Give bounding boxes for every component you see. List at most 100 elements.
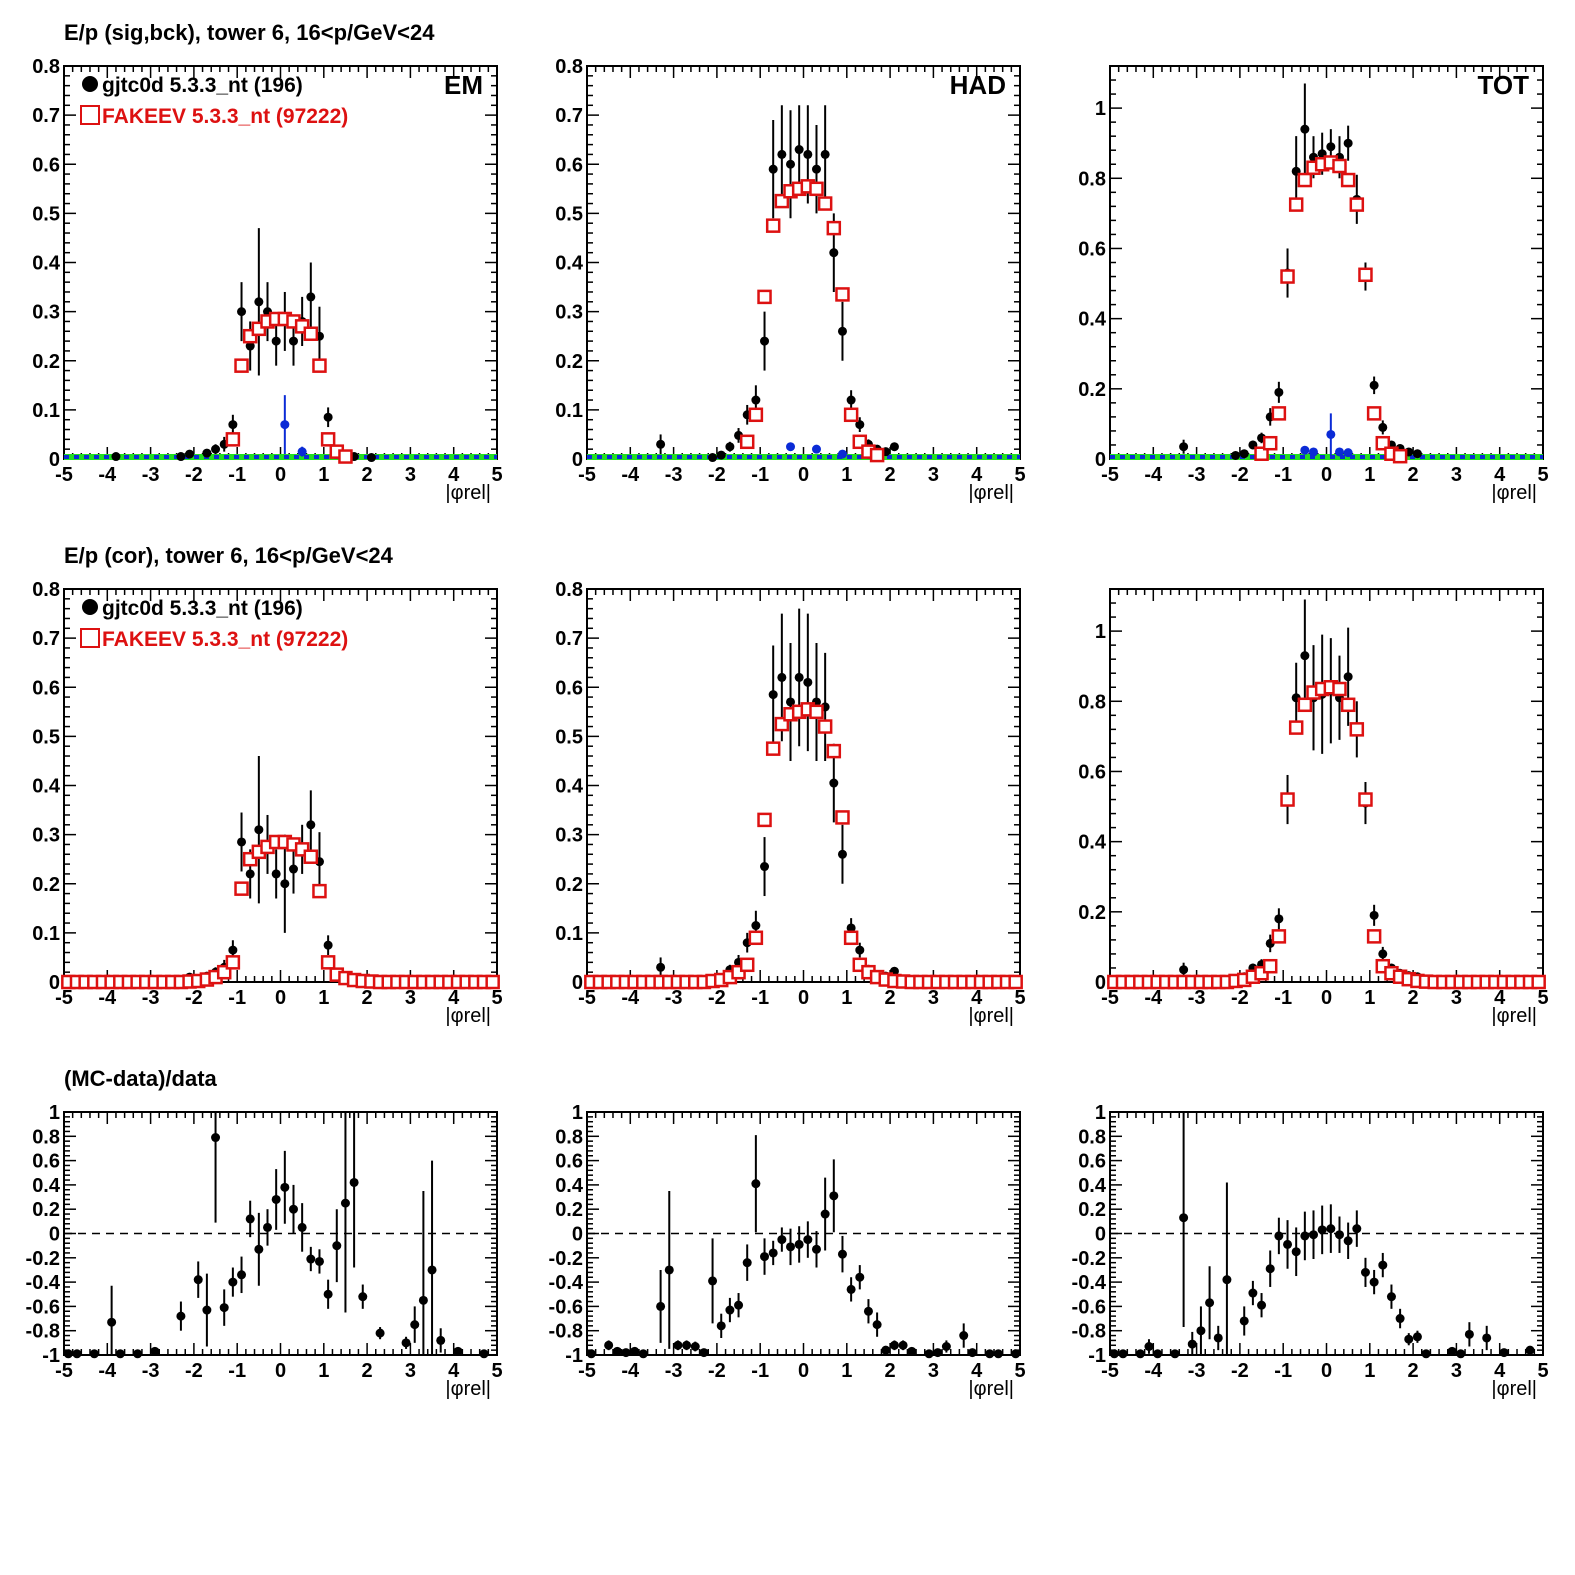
x-tick-label: -1 (751, 987, 769, 1009)
x-tick-label: 3 (1451, 1360, 1462, 1382)
y-tick-label: 0.6 (1078, 1151, 1106, 1173)
data-marker (436, 1335, 446, 1345)
y-tick-label: 0.3 (32, 825, 60, 847)
x-tick-label: -1 (228, 464, 246, 486)
y-tick-label: 0.1 (555, 923, 583, 945)
data-marker (254, 825, 264, 835)
mc-marker (1280, 792, 1295, 807)
y-tick-label: 0.2 (32, 351, 60, 373)
data-marker (760, 1252, 770, 1262)
data-marker (638, 1349, 648, 1359)
data-marker (323, 1289, 333, 1299)
data-marker (760, 336, 770, 346)
x-tick-label: -4 (98, 987, 117, 1009)
legend-mc-marker (80, 105, 100, 125)
data-marker (1412, 1332, 1422, 1342)
background-marker (811, 444, 821, 454)
data-marker (1464, 1329, 1474, 1339)
data-marker (297, 1222, 307, 1232)
data-marker (1482, 1333, 1492, 1343)
data-marker (768, 164, 778, 174)
y-tick-label: 1 (49, 1102, 60, 1124)
y-tick-label: 0.7 (555, 628, 583, 650)
x-tick-label: 3 (928, 987, 939, 1009)
data-marker (1456, 1349, 1466, 1359)
legend-data-marker (82, 76, 98, 92)
data-marker (1196, 1326, 1206, 1336)
x-tick-label: 1 (841, 1360, 852, 1382)
x-tick-label: 3 (928, 464, 939, 486)
data-marker (734, 1300, 744, 1310)
mc-marker (1332, 681, 1347, 697)
mc-marker (809, 704, 824, 720)
data-marker (846, 1284, 856, 1294)
x-tick-label: -1 (228, 987, 246, 1009)
y-tick-label: 0.8 (32, 579, 60, 601)
x-axis-label: |φrel| (1491, 482, 1537, 504)
data-marker (811, 1244, 821, 1254)
data-marker (1412, 449, 1422, 459)
x-tick-label: -4 (621, 987, 640, 1009)
mc-marker (1271, 929, 1287, 944)
x-tick-label: -5 (1101, 987, 1119, 1009)
y-tick-label: 0.8 (555, 1126, 583, 1148)
y-tick-label: 0.7 (32, 628, 60, 650)
mc-marker (1297, 172, 1313, 188)
data-marker (708, 1276, 718, 1286)
data-marker (777, 1235, 787, 1245)
x-tick-label: 3 (405, 987, 416, 1009)
data-marker (111, 452, 121, 462)
mc-marker (817, 196, 833, 211)
x-tick-label: -1 (1274, 464, 1292, 486)
data-marker (1300, 124, 1310, 134)
data-marker (193, 1275, 203, 1285)
data-marker (1343, 672, 1353, 682)
data-marker (323, 412, 333, 422)
x-tick-label: 5 (491, 1360, 502, 1382)
data-marker (479, 1349, 489, 1359)
x-axis-label: |φrel| (1491, 1005, 1537, 1027)
mc-marker (225, 955, 241, 970)
data-marker (742, 1258, 752, 1268)
data-marker (288, 336, 298, 346)
x-tick-label: 1 (1364, 987, 1375, 1009)
data-marker (1309, 1230, 1319, 1240)
data-marker (202, 1305, 212, 1315)
data-marker (751, 921, 761, 931)
y-tick-label: 0 (49, 449, 60, 471)
mc-marker (312, 358, 327, 373)
plot-frame (1109, 65, 1544, 460)
y-tick-label: 0.6 (555, 677, 583, 699)
data-marker (288, 864, 298, 874)
data-marker (72, 1349, 82, 1359)
x-tick-label: -3 (1188, 1360, 1206, 1382)
mc-marker (1349, 722, 1365, 737)
data-marker (716, 1321, 726, 1331)
data-marker (1231, 450, 1241, 460)
data-marker (1257, 1300, 1267, 1310)
mc-marker (739, 957, 755, 973)
data-marker (933, 1348, 943, 1358)
data-marker (855, 945, 865, 955)
x-tick-label: -2 (708, 987, 726, 1009)
y-tick-label: 0.6 (1078, 238, 1106, 260)
y-tick-label: 0.4 (32, 776, 61, 798)
data-marker (725, 442, 735, 452)
mc-marker (1366, 406, 1382, 421)
mc-marker (485, 974, 500, 990)
data-marker (1378, 949, 1388, 959)
data-marker (881, 1345, 891, 1355)
x-tick-label: 3 (1451, 464, 1462, 486)
data-marker (306, 292, 316, 302)
y-tick-label: 0.2 (32, 1199, 60, 1221)
mc-marker (234, 358, 249, 373)
chart-panel-cor_had: -5 -4 -3 -2 -1 0 1 2 3 4 5|φrel| 0 0.1 0.2 0.3 0.4 0.5 0.… (555, 579, 1025, 1027)
row-title-ratio: (MC-data)/data (64, 1066, 217, 1091)
data-marker (837, 849, 847, 859)
mc-marker (303, 326, 319, 341)
x-tick-label: 0 (275, 464, 286, 486)
x-tick-label: 5 (1014, 464, 1025, 486)
x-tick-label: -1 (1274, 1360, 1292, 1382)
data-marker (872, 1320, 882, 1330)
y-tick-label: 1 (572, 1102, 583, 1124)
